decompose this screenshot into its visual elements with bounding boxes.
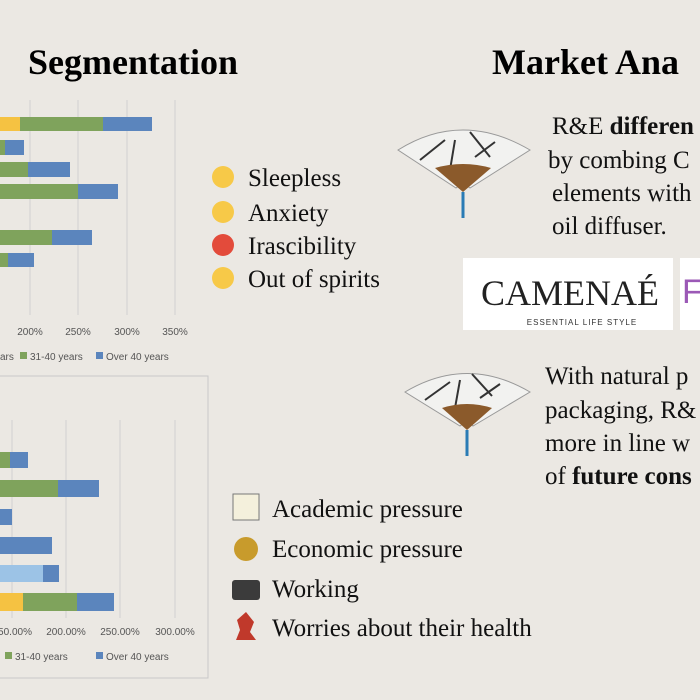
logo-tagline: ESSENTIAL LIFE STYLE (527, 318, 637, 327)
bar (0, 140, 5, 155)
chart-frame (0, 375, 209, 679)
icon (232, 580, 260, 600)
text: of (545, 463, 572, 490)
fan-ribs (442, 404, 492, 430)
symptom: Irascibility (248, 233, 357, 260)
tick-label: 250% (65, 327, 91, 338)
symptom: Out of spirits (248, 266, 380, 293)
paragraph-line: more in line w (545, 430, 690, 457)
bar (0, 230, 52, 245)
paragraph-line: R&E differen (552, 113, 694, 140)
paragraph-line: With natural p (545, 363, 688, 390)
bar (10, 452, 28, 468)
emoji-icon (212, 267, 234, 289)
tick-label: 300.00% (155, 627, 195, 638)
bold-text: future cons (572, 463, 692, 490)
bar (0, 184, 78, 199)
legend-swatch (20, 352, 27, 359)
legend-swatch (96, 652, 103, 659)
bar (0, 452, 10, 468)
cause-list: Academic pressure Economic pressure Work… (232, 493, 532, 642)
bar (0, 593, 23, 611)
emoji-icon (212, 201, 234, 223)
bar (58, 480, 99, 497)
cause: Academic pressure (272, 496, 463, 523)
bar (8, 253, 34, 267)
legend-label: 31-40 years (15, 652, 68, 663)
bar (77, 593, 114, 611)
fan-ink (419, 131, 496, 171)
tick-label: 50.00% (0, 627, 32, 638)
paragraph-line: packaging, R& (545, 397, 696, 424)
paragraph-line: by combing C (548, 147, 690, 174)
bar (78, 184, 118, 199)
tick-label: 350% (162, 327, 188, 338)
section-title: Market Ana (492, 42, 679, 82)
symptom: Sleepless (248, 165, 341, 192)
cause: Working (272, 576, 359, 603)
tick-label: 250.00% (100, 627, 140, 638)
bar (0, 162, 28, 177)
fan-ribs (435, 164, 491, 192)
bar (20, 117, 103, 131)
icon (236, 612, 256, 640)
bar (5, 140, 24, 155)
cause: Economic pressure (272, 536, 463, 563)
logo-name: CAMENAÉ (481, 273, 659, 313)
symptom-list: Sleepless Anxiety Irascibility Out of sp… (212, 165, 380, 293)
bar (103, 117, 152, 131)
cause: Worries about their health (272, 615, 532, 642)
bar (23, 593, 77, 611)
bar (0, 117, 20, 131)
chart-1: 200% 250% 300% 350% ars 31-40 years Over… (0, 100, 188, 363)
tick-label: 200.00% (46, 627, 86, 638)
bar (0, 253, 8, 267)
emoji-icon (212, 166, 234, 188)
fan-ink (424, 373, 501, 409)
fan-image (404, 373, 531, 456)
paragraph-line: oil diffuser. (552, 213, 667, 240)
tick-label: 300% (114, 327, 140, 338)
text: R&E (552, 113, 610, 140)
emoji-icon (212, 234, 234, 256)
bar (43, 565, 59, 582)
symptom: Anxiety (248, 200, 329, 227)
paragraph-line: of future cons (545, 463, 692, 490)
chart-2: 50.00% 200.00% 250.00% 300.00% 31-40 yea… (0, 375, 209, 679)
bar (0, 537, 52, 554)
legend-swatch (96, 352, 103, 359)
logo-box (680, 258, 700, 330)
bar (52, 230, 92, 245)
icon (232, 493, 260, 521)
legend-swatch (5, 652, 12, 659)
bold-text: differen (610, 113, 694, 140)
tick-label: 200% (17, 327, 43, 338)
icon (234, 537, 258, 561)
logo-box (463, 258, 673, 330)
bar (0, 565, 43, 582)
fan-image (397, 129, 531, 218)
section-title: Segmentation (28, 42, 238, 82)
bar (0, 509, 12, 525)
legend-label: Over 40 years (106, 652, 169, 663)
legend-label: Over 40 years (106, 352, 169, 363)
paragraph-line: elements with (552, 180, 692, 207)
bar (28, 162, 70, 177)
legend-label: ars (0, 352, 14, 363)
logo-name: F (682, 273, 700, 311)
legend-label: 31-40 years (30, 352, 83, 363)
bar (0, 480, 58, 497)
